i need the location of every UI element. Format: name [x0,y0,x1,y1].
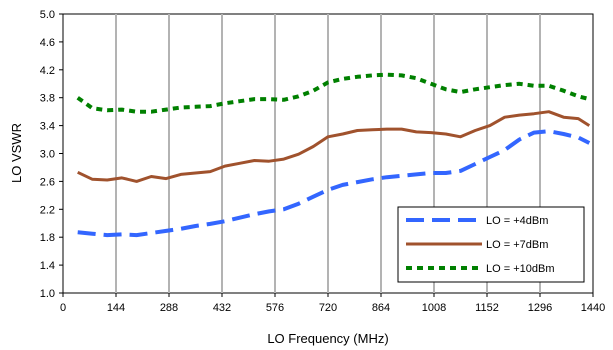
legend-label-3: LO = +10dBm [486,263,555,275]
series-line-1 [77,129,591,238]
y-tick-label: 2.6 [40,176,55,188]
x-tick-label: 720 [319,302,337,314]
x-tick-label: 1296 [528,302,552,314]
y-tick-label: 1.4 [40,260,55,272]
x-tick-label: 864 [372,302,390,314]
y-tick-label: 3.8 [40,93,55,105]
x-tick-label: 1008 [422,302,446,314]
legend-label-2: LO = +7dBm [486,239,548,251]
x-tick-label: 288 [160,302,178,314]
x-tick-label: 1440 [581,302,605,314]
y-tick-label: 3.0 [40,149,55,161]
series-line-3 [76,72,590,114]
x-tick-label: 144 [107,302,125,314]
y-tick-label: 4.6 [40,37,55,49]
y-tick-label: 3.4 [40,121,55,133]
legend-label-1: LO = +4dBm [486,215,548,227]
x-tick-label: 0 [60,302,66,314]
x-tick-label: 576 [266,302,284,314]
y-axis-title: LO VSWR [9,123,24,183]
y-tick-label: 1.0 [40,288,55,300]
y-tick-label: 1.8 [40,232,55,244]
x-axis-title: LO Frequency (MHz) [267,331,388,346]
legend: LO = +4dBm LO = +7dBm LO = +10dBm [397,206,585,283]
y-tick-label: 5.0 [40,9,55,21]
y-tick-label: 2.2 [40,204,55,216]
series-line-2 [77,110,591,183]
x-tick-label: 1152 [475,302,499,314]
y-tick-label: 4.2 [40,65,55,77]
axis-tick-labels: 0 144 288 432 576 720 864 1008 1152 1296 1440 1.0 1.… [40,9,606,314]
x-tick-label: 432 [213,302,231,314]
series-lines [76,72,591,238]
